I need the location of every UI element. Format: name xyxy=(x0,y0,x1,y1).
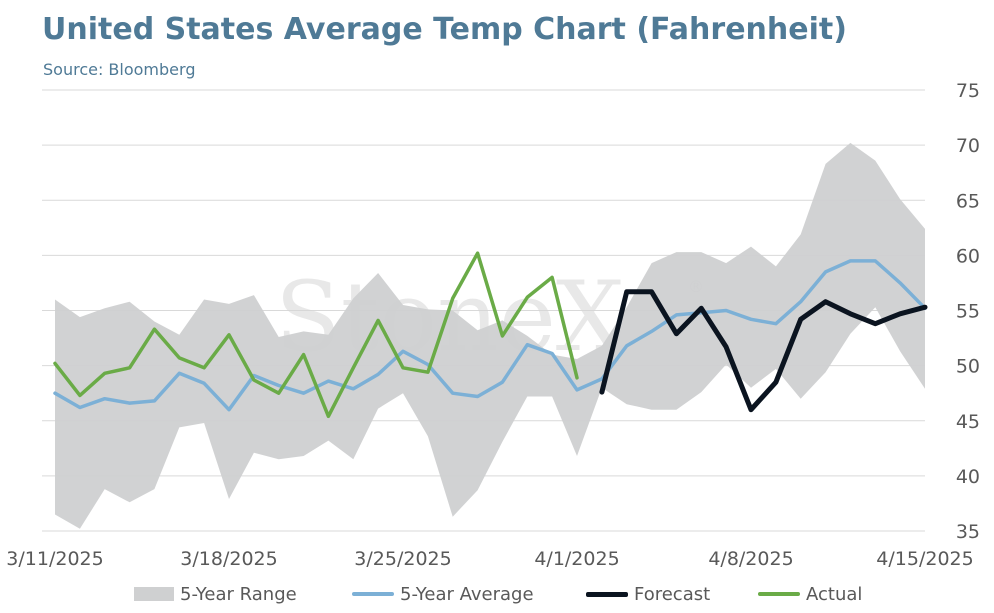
y-tick-label-35: 35 xyxy=(956,521,980,543)
legend-label-range: 5-Year Range xyxy=(180,583,297,605)
legend-item-range: 5-Year Range xyxy=(134,580,297,608)
series-line-forecast xyxy=(599,289,928,413)
x-axis-ticks: 3/11/2025 3/18/2025 3/25/2025 4/1/2025 4/8/2… xyxy=(6,548,973,570)
x-tick-label-3: 4/1/2025 xyxy=(534,548,619,570)
x-tick-label-0: 3/11/2025 xyxy=(6,548,103,570)
gridlines xyxy=(42,89,925,532)
legend: 5-Year Range 5-Year Average Forecast Act… xyxy=(0,580,994,608)
legend-label-forecast: Forecast xyxy=(634,583,711,605)
x-tick-label-1: 3/18/2025 xyxy=(180,548,277,570)
series-line-actual xyxy=(53,251,579,419)
legend-swatch-forecast xyxy=(586,591,628,597)
y-tick-label-65: 65 xyxy=(956,190,980,212)
y-tick-label-60: 60 xyxy=(956,245,980,267)
y-tick-label-40: 40 xyxy=(956,466,980,488)
legend-label-average: 5-Year Average xyxy=(400,583,534,605)
chart-title: United States Average Temp Chart (Fahren… xyxy=(42,12,847,47)
y-tick-label-50: 50 xyxy=(956,356,980,378)
y-tick-label-55: 55 xyxy=(956,301,980,323)
range-area xyxy=(55,142,925,529)
legend-item-average: 5-Year Average xyxy=(352,580,534,608)
range-area-path xyxy=(55,142,925,529)
chart-subtitle: Source: Bloomberg xyxy=(43,60,196,79)
series-lines xyxy=(53,251,928,419)
legend-item-actual: Actual xyxy=(758,580,862,608)
series-line-average xyxy=(53,259,927,412)
x-tick-label-4: 4/8/2025 xyxy=(708,548,793,570)
y-tick-label-45: 45 xyxy=(956,411,980,433)
legend-swatch-actual xyxy=(758,592,800,596)
x-tick-label-5: 4/15/2025 xyxy=(876,548,973,570)
legend-item-forecast: Forecast xyxy=(586,580,710,608)
y-tick-label-70: 70 xyxy=(956,135,980,157)
y-axis-ticks: 35 40 45 50 55 60 65 70 75 xyxy=(956,80,980,543)
legend-swatch-range xyxy=(134,587,174,601)
y-tick-label-75: 75 xyxy=(956,80,980,102)
legend-label-actual: Actual xyxy=(806,583,863,605)
x-tick-label-2: 3/25/2025 xyxy=(354,548,451,570)
legend-swatch-average xyxy=(352,592,394,596)
